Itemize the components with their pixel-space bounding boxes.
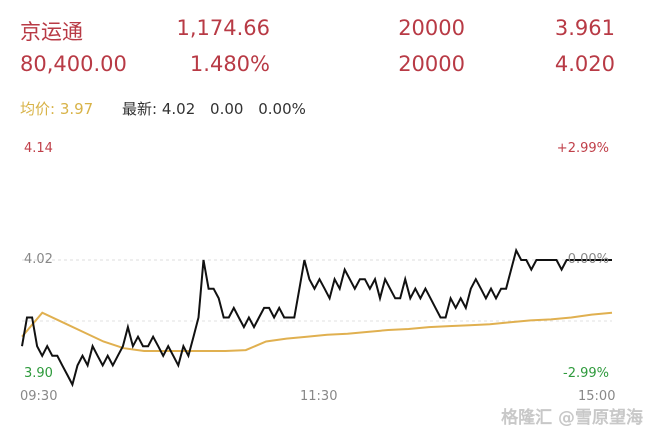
- pct-label-top: +2.99%: [556, 141, 609, 156]
- quote-value: 4.020: [554, 52, 615, 76]
- time-label-open: 09:30: [20, 389, 58, 404]
- price-change: 0.00: [210, 100, 244, 118]
- quote-value: 20000: [398, 16, 465, 40]
- y-label-bottom: 3.90: [24, 366, 53, 381]
- average-price-line: [21, 311, 613, 352]
- price-info: 均价: 3.97 最新: 4.02 0.00 0.00%: [20, 98, 306, 119]
- quote-value: 1,174.66: [176, 16, 270, 40]
- quote-row-1: 京运通 1,174.66 20000 3.961: [20, 16, 615, 46]
- average-price: 均价: 3.97: [20, 100, 94, 118]
- pct-label-bottom: -2.99%: [563, 366, 609, 381]
- latest-price: 最新: 4.02: [122, 100, 196, 118]
- price-line: [21, 247, 612, 388]
- quote-value: 80,400.00: [20, 52, 127, 76]
- y-label-mid: 4.02: [24, 252, 53, 267]
- stock-name: 京运通: [20, 20, 83, 44]
- quote-value: 20000: [398, 52, 465, 76]
- price-change-pct: 0.00%: [258, 100, 306, 118]
- quote-value: 3.961: [554, 16, 615, 40]
- quote-value: 1.480%: [189, 52, 270, 76]
- watermark: 格隆汇 @雪原望海: [501, 408, 643, 428]
- time-label-mid: 11:30: [300, 389, 338, 404]
- time-label-close: 15:00: [578, 389, 616, 404]
- quote-row-2: 80,400.00 1.480% 20000 4.020: [20, 52, 615, 82]
- pct-label-mid: 0.00%: [567, 252, 609, 267]
- y-label-top: 4.14: [24, 141, 53, 156]
